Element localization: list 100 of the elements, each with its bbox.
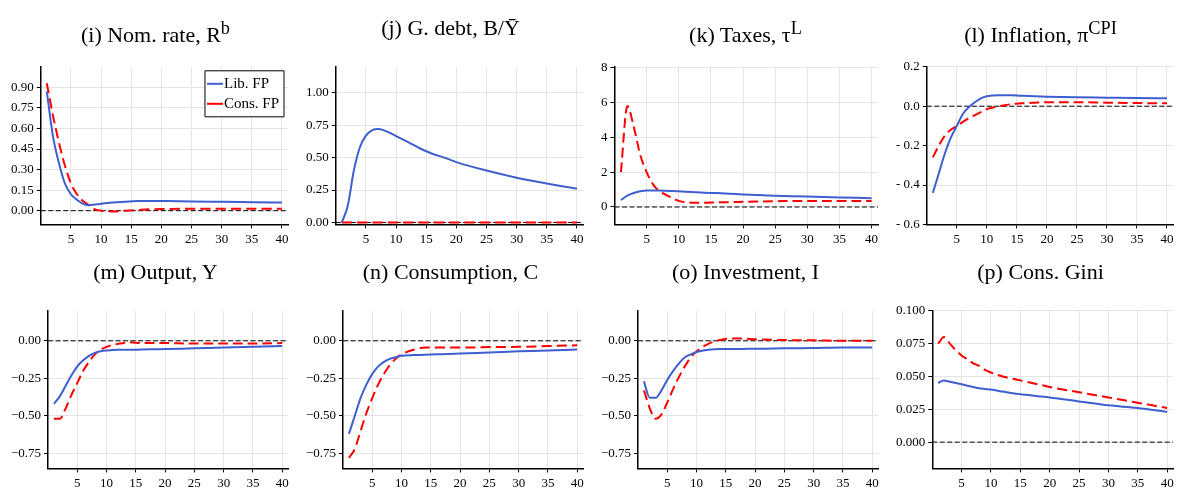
x-tick-label: 30 <box>217 474 231 490</box>
x-tick-label: 40 <box>865 230 879 246</box>
x-tick-label: 10 <box>395 474 409 490</box>
line-series <box>347 348 579 435</box>
x-tick-label: 25 <box>187 474 201 490</box>
x-tick-label: 35 <box>836 474 850 490</box>
x-tick-label: 10 <box>100 474 114 490</box>
y-tick-label: 0.25 <box>306 181 329 197</box>
x-tick-label: 35 <box>541 474 555 490</box>
x-tick-label: 35 <box>245 230 259 246</box>
y-tick-label: 0.50 <box>306 149 329 165</box>
chart-title: (m) Output, Y <box>92 258 219 286</box>
y-tick-label: 0.45 <box>11 140 34 156</box>
x-tick-label: 20 <box>453 474 467 490</box>
x-tick-label: 40 <box>275 474 289 490</box>
y-tick-label: - 0.4 <box>895 176 921 192</box>
x-tick-label: 25 <box>480 230 494 246</box>
x-tick-label: 40 <box>1160 230 1174 246</box>
line-series <box>52 345 284 405</box>
x-tick-label: 5 <box>664 474 671 490</box>
y-tick-label: 0.00 <box>11 202 34 218</box>
x-tick-label: 20 <box>736 230 750 246</box>
chart-title: (k) Taxes, τ$^{L}$ <box>688 17 803 50</box>
y-tick-label: 0.0 <box>903 97 920 113</box>
y-tick-label: 0.30 <box>11 161 34 176</box>
x-tick-label: 35 <box>832 230 846 246</box>
x-tick-label: 5 <box>362 230 370 246</box>
y-tick-label: −0.50 <box>305 407 337 423</box>
x-tick-label: 40 <box>865 474 879 490</box>
y-tick-label: 0.050 <box>896 367 926 383</box>
y-tick-label: 0.00 <box>306 213 329 229</box>
line-series <box>937 336 1169 409</box>
y-tick-label: −0.25 <box>305 369 337 385</box>
x-tick-label: 10 <box>984 474 998 490</box>
x-tick-label: 40 <box>1160 474 1174 490</box>
x-tick-label: 30 <box>807 474 821 490</box>
chart-title: (n) Consumption, C <box>361 258 540 286</box>
y-tick-label: - 0.2 <box>895 137 920 153</box>
x-tick-label: 20 <box>1040 230 1054 246</box>
line-series <box>642 346 874 399</box>
x-tick-label: 40 <box>570 230 584 246</box>
x-tick-label: 15 <box>704 230 718 246</box>
x-tick-label: 20 <box>449 230 463 246</box>
x-tick-label: 30 <box>800 230 814 246</box>
x-tick-label: 25 <box>777 474 791 490</box>
x-tick-label: 30 <box>1100 230 1114 246</box>
x-tick-label: 25 <box>185 230 199 246</box>
x-tick-label: 20 <box>1043 474 1057 490</box>
x-tick-label: 5 <box>74 474 81 490</box>
y-tick-label: - 0.6 <box>895 215 921 231</box>
y-tick-label: 0.075 <box>896 335 926 351</box>
legend-label: Cons. FP <box>223 94 279 111</box>
y-tick-label: 4 <box>601 128 608 144</box>
x-tick-label: 25 <box>768 230 782 246</box>
x-tick-label: 5 <box>67 230 75 246</box>
chart-title: (j) G. debt, B/Ȳ <box>380 14 521 42</box>
x-tick-label: 15 <box>424 474 438 490</box>
x-tick-label: 10 <box>94 230 108 246</box>
x-tick-label: 25 <box>1070 230 1084 246</box>
x-tick-label: 20 <box>748 474 762 490</box>
x-tick-label: 35 <box>1131 474 1145 490</box>
x-tick-label: 5 <box>369 474 376 490</box>
y-tick-label: −0.75 <box>305 444 337 460</box>
y-tick-label: 6 <box>601 93 608 109</box>
y-tick-label: 0.90 <box>11 78 34 94</box>
x-tick-label: 20 <box>154 230 168 246</box>
x-tick-label: 25 <box>482 474 496 490</box>
x-tick-label: 15 <box>124 230 138 246</box>
x-tick-label: 35 <box>246 474 260 490</box>
x-tick-label: 30 <box>215 230 229 246</box>
x-tick-label: 15 <box>419 230 433 246</box>
x-tick-label: 5 <box>643 230 650 246</box>
y-tick-label: −0.50 <box>600 407 632 423</box>
line-series <box>642 337 874 420</box>
line-series <box>931 101 1168 159</box>
y-tick-label: 0.00 <box>313 332 337 348</box>
x-tick-label: 30 <box>512 474 526 490</box>
x-tick-label: 15 <box>1013 474 1027 490</box>
line-series <box>52 341 284 420</box>
y-tick-label: −0.50 <box>10 407 42 423</box>
chart-title: (p) Cons. Gini <box>976 258 1105 286</box>
y-tick-label: 8 <box>601 59 608 75</box>
line-series <box>347 344 579 459</box>
x-tick-label: 40 <box>570 474 584 490</box>
x-tick-label: 35 <box>540 230 554 246</box>
chart-title: (i) Nom. rate, R$^{b}$ <box>79 17 232 50</box>
x-tick-label: 5 <box>953 230 961 246</box>
y-tick-label: 0.00 <box>608 332 632 348</box>
chart-title: (o) Investment, I <box>670 258 821 286</box>
line-series <box>340 128 578 224</box>
x-tick-label: 15 <box>719 474 733 490</box>
y-tick-label: −0.25 <box>600 369 632 385</box>
y-tick-label: 0.025 <box>896 400 926 416</box>
x-tick-label: 20 <box>158 474 172 490</box>
x-tick-label: 40 <box>275 230 289 246</box>
x-tick-label: 10 <box>980 230 994 246</box>
chart-title: (l) Inflation, π$^{CPI}$ <box>963 17 1118 50</box>
line-series <box>619 104 873 204</box>
x-tick-label: 15 <box>129 474 143 490</box>
y-tick-label: −0.25 <box>10 369 42 385</box>
